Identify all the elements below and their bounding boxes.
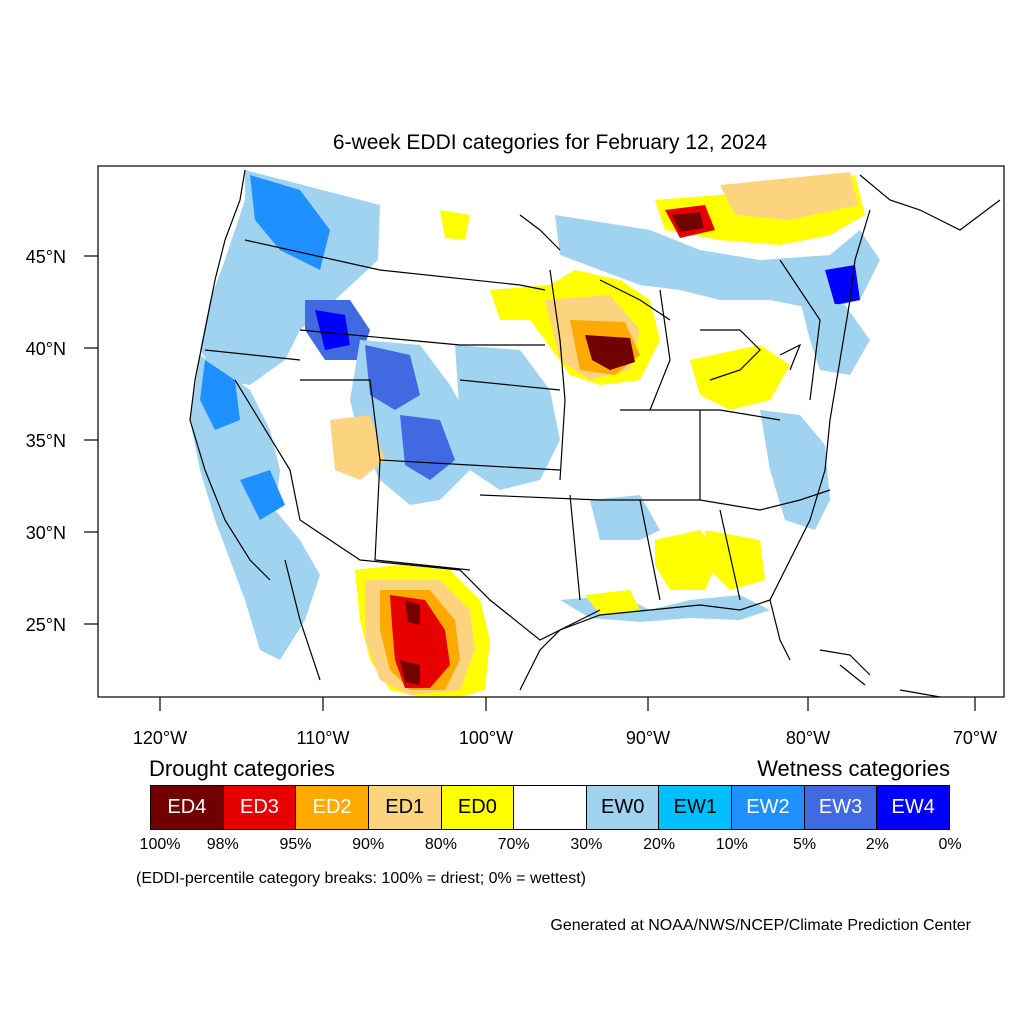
percentile-label: 80% bbox=[424, 836, 457, 853]
credit-line: Generated at NOAA/NWS/NCEP/Climate Predi… bbox=[550, 917, 971, 934]
drought-heading: Drought categories bbox=[149, 756, 335, 781]
percentile-label: 100% bbox=[139, 836, 181, 853]
legend-cell-ew2: EW2 bbox=[732, 786, 805, 829]
legend-cell-ew0: EW0 bbox=[586, 786, 660, 829]
legend-cell-ed0: ED0 bbox=[441, 786, 515, 829]
legend-cell-ed2: ED2 bbox=[296, 786, 369, 829]
percentile-label: 90% bbox=[352, 836, 385, 853]
lat-label-30: 30°N bbox=[26, 523, 66, 543]
lon-label-90: 90°W bbox=[626, 728, 670, 748]
percentile-label: 95% bbox=[279, 836, 312, 853]
legend-cell-ed4: ED4 bbox=[151, 786, 224, 829]
coastline-borders bbox=[189, 169, 1001, 697]
percentile-label: 70% bbox=[497, 836, 530, 853]
lat-label-25: 25°N bbox=[26, 615, 66, 635]
map-title: 6-week EDDI categories for February 12, … bbox=[332, 131, 768, 154]
legend-cell-ed1: ED1 bbox=[368, 786, 442, 829]
category-note: (EDDI-percentile category breaks: 100% =… bbox=[136, 870, 586, 887]
legend-cell-ew3: EW3 bbox=[804, 786, 878, 829]
percentile-label: 2% bbox=[865, 836, 889, 853]
legend-cell-ew1: EW1 bbox=[659, 786, 733, 829]
lat-ticks bbox=[84, 255, 98, 625]
lat-label-35: 35°N bbox=[26, 431, 66, 451]
category-legend: ED4 ED3 ED2 ED1 ED0 EW0 EW1 EW2 EW3 EW4 bbox=[150, 785, 950, 830]
lat-label-40: 40°N bbox=[26, 339, 66, 359]
lon-label-70: 70°W bbox=[953, 728, 997, 748]
percentile-label: 30% bbox=[570, 836, 603, 853]
map-field bbox=[190, 170, 880, 697]
percentile-label: 98% bbox=[206, 836, 239, 853]
legend-cell-ed3: ED3 bbox=[223, 786, 297, 829]
percentile-label: 0% bbox=[938, 836, 962, 853]
wetness-heading: Wetness categories bbox=[757, 756, 950, 781]
lon-label-100: 100°W bbox=[459, 728, 513, 748]
lon-ticks bbox=[159, 697, 976, 711]
lon-label-110: 110°W bbox=[297, 728, 350, 748]
percentile-label: 5% bbox=[792, 836, 817, 853]
legend-cell-ew4: EW4 bbox=[877, 786, 950, 829]
legend-cell-neutral bbox=[514, 786, 587, 829]
lon-label-120: 120°W bbox=[133, 728, 187, 748]
percentile-label: 10% bbox=[715, 836, 748, 853]
lat-label-45: 45°N bbox=[26, 247, 66, 267]
map-frame bbox=[97, 165, 1005, 698]
percentile-label: 20% bbox=[643, 836, 676, 853]
lon-label-80: 80°W bbox=[786, 728, 830, 748]
